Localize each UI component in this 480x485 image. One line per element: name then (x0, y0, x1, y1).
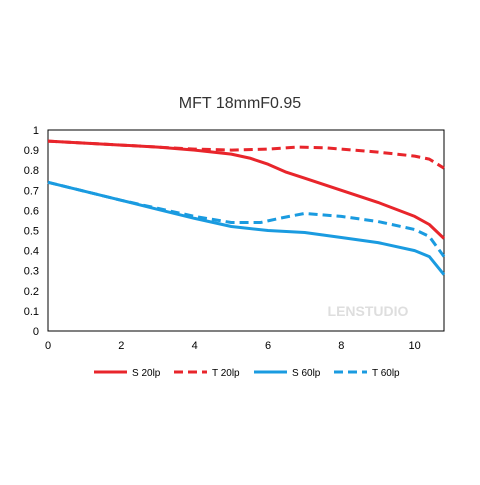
chart-title: MFT 18mmF0.95 (179, 95, 302, 112)
series-line-t-20lp (47, 139, 445, 170)
legend-label-s-20lp: S 20lp (132, 368, 161, 379)
series-line-s-60lp (47, 180, 446, 276)
watermark-logo: LENSTUDIO (328, 303, 409, 319)
y-tick-label: 0.8 (24, 165, 39, 177)
plot-area: 00.10.20.30.40.50.60.70.80.910 2 4 6 8 10 (24, 125, 446, 352)
y-tick-label: 0.2 (24, 286, 39, 298)
y-tick-label: 0 (33, 326, 39, 338)
legend-label-s-60lp: S 60lp (292, 368, 321, 379)
y-tick-label: 0.6 (24, 205, 39, 217)
y-tick-label: 0.7 (24, 185, 39, 197)
y-tick-label: 0.1 (24, 306, 39, 318)
y-tick-label: 0.3 (24, 266, 39, 278)
plot-frame (47, 129, 445, 332)
y-tick-label: 0.5 (24, 226, 39, 238)
y-tick-label: 0.4 (24, 246, 39, 258)
x-tick-label: 10 (409, 340, 421, 352)
legend-label-t-20lp: T 20lp (212, 368, 240, 379)
legend-label-t-60lp: T 60lp (372, 368, 400, 379)
y-tick-label: 0.9 (24, 145, 39, 157)
x-tick-label: 0 (45, 340, 51, 352)
x-tick-label: 4 (192, 340, 198, 352)
x-tick-label: 2 (118, 340, 124, 352)
legend: S 20lp T 20lp S 60lp T 60lp (94, 368, 400, 379)
y-tick-label: 1 (33, 125, 39, 137)
x-tick-label: 8 (338, 340, 344, 352)
series-line-t-60lp (47, 180, 446, 258)
x-tick-label: 6 (265, 340, 271, 352)
